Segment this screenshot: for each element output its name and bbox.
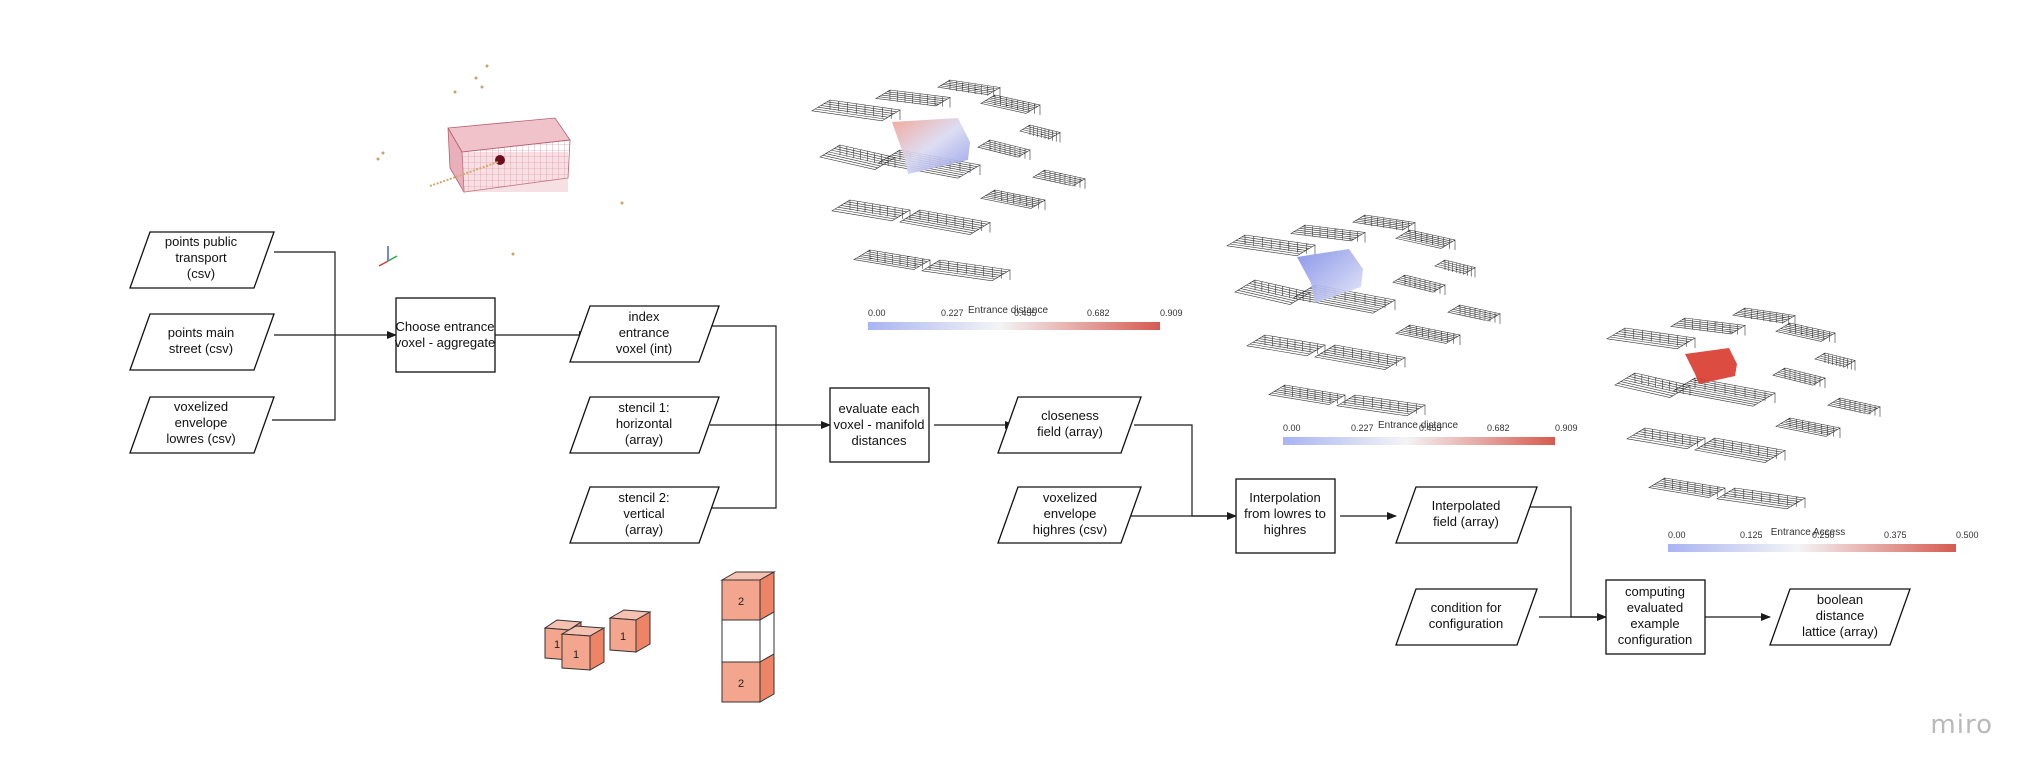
data-stencil-vertical[interactable]: stencil 2: vertical (array) bbox=[569, 486, 720, 544]
colorbar-title: Entrance distance bbox=[1378, 420, 1458, 431]
data-index-entrance-voxel[interactable]: index entrance voxel (int) bbox=[569, 305, 720, 363]
data-closeness-field[interactable]: closeness field (array) bbox=[997, 396, 1142, 454]
input-condition-for-configuration[interactable]: condition for configuration bbox=[1395, 588, 1538, 646]
colorbar-3: Entrance Access 0.00 0.125 0.250 0.375 0… bbox=[1668, 527, 1979, 552]
colorbar-tick: 0.909 bbox=[1160, 308, 1183, 318]
input-voxelized-envelope-lowres[interactable]: voxelized envelope lowres (csv) bbox=[129, 396, 275, 454]
city-render-entrance-access bbox=[1606, 307, 1881, 510]
colorbar-title: Entrance Access bbox=[1771, 527, 1845, 538]
stencil-cube-label: 1 bbox=[573, 649, 579, 661]
stencil-vertical-cubes: 2 2 bbox=[720, 571, 776, 703]
input-points-main-street[interactable]: points main street (csv) bbox=[129, 313, 275, 371]
stencil-cube-label: 1 bbox=[620, 631, 626, 643]
colorbar-tick: 0.00 bbox=[1283, 423, 1301, 433]
colorbar-1: Entrance distance 0.00 0.227 0.455 0.682… bbox=[868, 305, 1183, 330]
colorbar-tick: 0.455 bbox=[1014, 308, 1037, 318]
connectors bbox=[272, 251, 1771, 621]
stencil-cube-label: 1 bbox=[554, 639, 560, 651]
colorbar-tick: 0.682 bbox=[1087, 308, 1110, 318]
colorbar-2: Entrance distance 0.00 0.227 0.455 0.682… bbox=[1283, 420, 1578, 445]
stencil-horizontal-cubes: 1 1 1 bbox=[543, 609, 652, 671]
process-interpolation-lowres-to-highres[interactable]: Interpolation from lowres to highres bbox=[1235, 478, 1336, 554]
svg-text:stencil 2:vertical(array): stencil 2: vertical (array) bbox=[618, 490, 669, 537]
data-interpolated-field[interactable]: Interpolated field (array) bbox=[1395, 486, 1538, 544]
input-points-public-transport[interactable]: points public transport (csv) bbox=[129, 231, 275, 289]
colorbar-tick: 0.455 bbox=[1419, 423, 1442, 433]
colorbar-tick: 0.500 bbox=[1956, 530, 1979, 540]
colorbar-title: Entrance distance bbox=[968, 305, 1048, 316]
colorbar-tick: 0.00 bbox=[1668, 530, 1686, 540]
heatmap-overlay bbox=[1297, 249, 1363, 303]
city-render-entrance-distance-2 bbox=[1226, 214, 1501, 417]
output-boolean-distance-lattice[interactable]: boolean distance lattice (array) bbox=[1769, 588, 1911, 646]
colorbar-tick: 0.125 bbox=[1740, 530, 1763, 540]
svg-text:stencil 1:horizontal(array): stencil 1: horizontal (array) bbox=[616, 400, 672, 447]
voxel-envelope-illustration bbox=[376, 64, 624, 267]
data-stencil-horizontal[interactable]: stencil 1: horizontal (array) bbox=[569, 396, 720, 454]
colorbar-tick: 0.682 bbox=[1487, 423, 1510, 433]
colorbar-tick: 0.227 bbox=[941, 308, 964, 318]
heatmap-overlay bbox=[1685, 348, 1737, 384]
colorbar-tick: 0.227 bbox=[1351, 423, 1374, 433]
city-render-entrance-distance-1 bbox=[811, 79, 1086, 282]
input-voxelized-envelope-highres[interactable]: voxelized envelope highres (csv) bbox=[997, 486, 1142, 544]
process-computing-evaluated-configuration[interactable]: computing evaluated example configuration bbox=[1605, 579, 1706, 655]
stencil-cube-label: 2 bbox=[738, 678, 744, 690]
heatmap-overlay bbox=[892, 118, 970, 174]
process-choose-entrance-voxel[interactable]: Choose entrance voxel - aggregate bbox=[395, 297, 496, 373]
colorbar-tick: 0.250 bbox=[1812, 530, 1835, 540]
stencil-cube-label: 2 bbox=[738, 596, 744, 608]
axis-gizmo-icon bbox=[378, 246, 398, 267]
colorbar-tick: 0.375 bbox=[1884, 530, 1907, 540]
colorbar-tick: 0.909 bbox=[1555, 423, 1578, 433]
colorbar-tick: 0.00 bbox=[868, 308, 886, 318]
process-evaluate-manifold-distances[interactable]: evaluate each voxel - manifold distances bbox=[829, 387, 930, 463]
miro-logo: miro bbox=[1930, 710, 1993, 740]
